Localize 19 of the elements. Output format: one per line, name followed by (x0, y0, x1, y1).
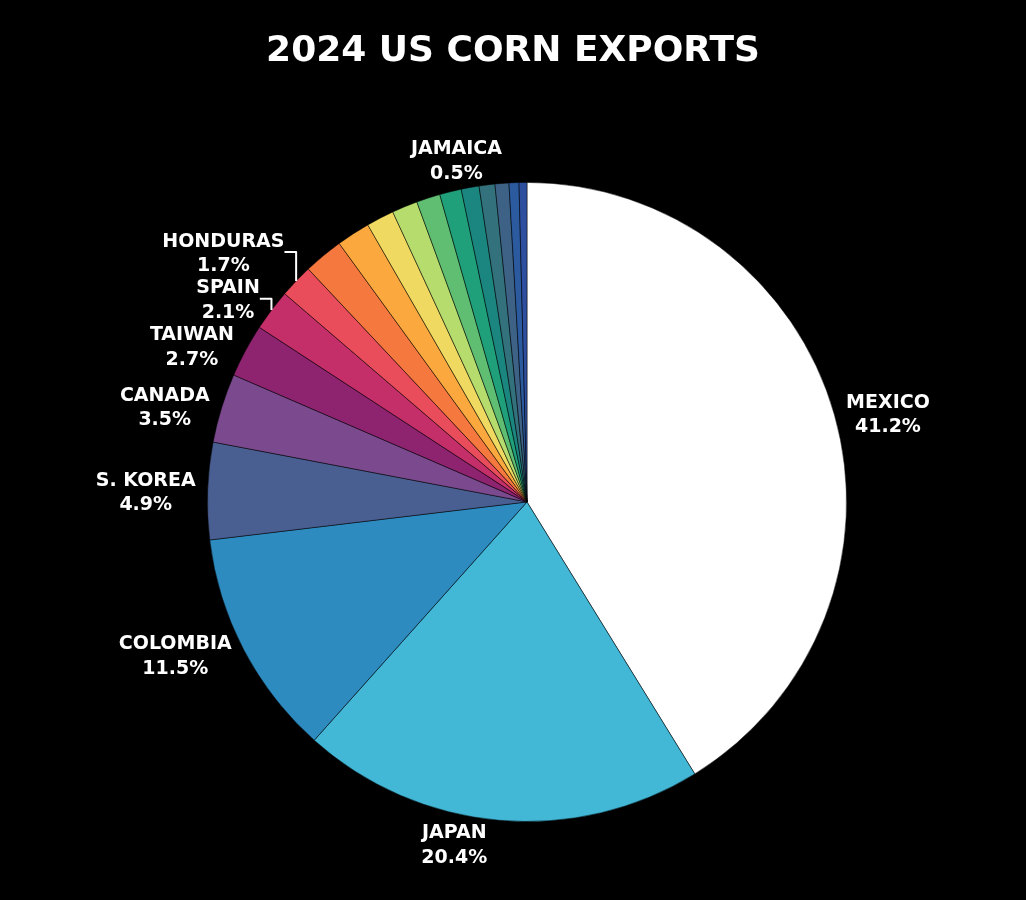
slice-label: MEXICO (846, 389, 930, 412)
chart-title: 2024 US CORN EXPORTS (266, 28, 760, 70)
slice-label: HONDURAS (162, 228, 285, 251)
slice-label: TAIWAN (149, 322, 234, 345)
data-label: 3.5% (138, 407, 192, 430)
data-label: 1.7% (197, 253, 250, 276)
data-label: 2.1% (201, 300, 255, 323)
slice-label: COLOMBIA (118, 631, 232, 654)
data-label: 4.9% (119, 492, 173, 515)
data-label: 2.7% (165, 346, 219, 369)
data-label: 11.5% (142, 656, 209, 679)
data-label: 41.2% (854, 414, 921, 437)
data-label: 20.4% (421, 844, 488, 867)
slice-label: JAPAN (420, 820, 487, 843)
slice-label: S. KOREA (95, 467, 196, 490)
data-label: 0.5% (430, 160, 483, 183)
slice-label: SPAIN (196, 275, 260, 298)
slice-label: JAMAICA (408, 136, 503, 159)
slice-label: CANADA (119, 382, 210, 405)
